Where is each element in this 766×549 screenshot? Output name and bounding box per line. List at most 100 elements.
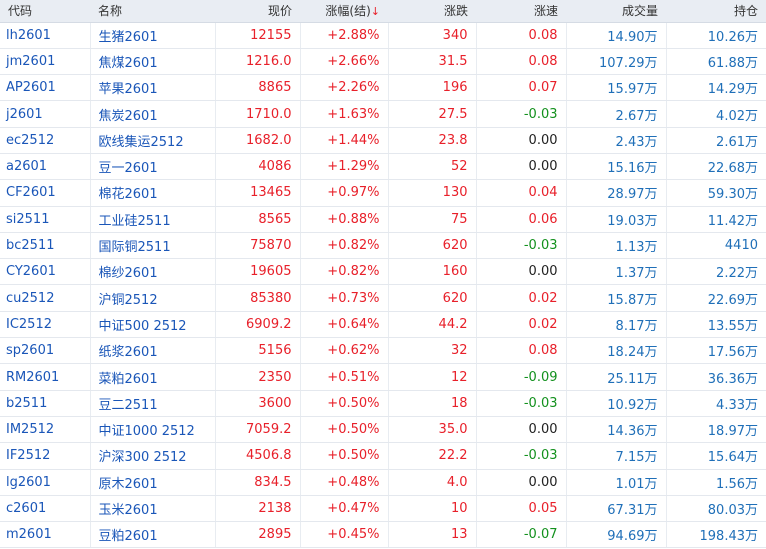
speed-cell: -0.07 (476, 521, 567, 549)
contract-name: 生猪2601 (90, 22, 216, 49)
price-cell: 19605 (215, 258, 301, 286)
contract-code: c2601 (0, 495, 91, 523)
open-interest-cell: 11.42万 (666, 206, 766, 233)
speed-cell: 0.08 (476, 337, 567, 365)
price-cell: 4506.8 (215, 442, 301, 470)
change-pct-cell: +2.26% (300, 74, 389, 102)
table-row[interactable]: m2601 豆粕2601 2895 +0.45% 13 -0.07 94.69万 198.43… (0, 521, 766, 549)
speed-cell: -0.03 (476, 232, 567, 260)
volume-cell: 7.15万 (566, 442, 667, 470)
header-open-interest[interactable]: 持仓 (666, 0, 766, 23)
table-row[interactable]: cu2512 沪铜2512 85380 +0.73% 620 0.02 15.87万 22.6… (0, 284, 766, 312)
volume-cell: 14.90万 (566, 22, 667, 49)
volume-cell: 67.31万 (566, 495, 667, 523)
price-cell: 85380 (215, 284, 301, 312)
open-interest-cell: 17.56万 (666, 337, 766, 365)
table-row[interactable]: c2601 玉米2601 2138 +0.47% 10 0.05 67.31万 80.03万 (0, 495, 766, 523)
speed-cell: 0.08 (476, 48, 567, 76)
speed-cell: 0.07 (476, 74, 567, 102)
contract-name: 焦炭2601 (90, 100, 216, 128)
table-row[interactable]: a2601 豆一2601 4086 +1.29% 52 0.00 15.16万 22.68万 (0, 153, 766, 181)
price-cell: 5156 (215, 337, 301, 365)
open-interest-cell: 15.64万 (666, 442, 766, 470)
change-cell: 620 (388, 284, 477, 312)
speed-cell: 0.00 (476, 258, 567, 286)
change-cell: 10 (388, 495, 477, 523)
change-pct-cell: +2.66% (300, 48, 389, 76)
header-change-pct[interactable]: 涨幅(结)↓ (300, 0, 388, 23)
table-row[interactable]: lh2601 生猪2601 12155 +2.88% 340 0.08 14.90万 10.2… (0, 22, 766, 49)
change-cell: 196 (388, 74, 477, 102)
header-name[interactable]: 名称 (90, 0, 215, 23)
table-row[interactable]: RM2601 菜粕2601 2350 +0.51% 12 -0.09 25.11万 36.36… (0, 363, 766, 391)
change-cell: 130 (388, 179, 477, 207)
change-pct-cell: +2.88% (300, 22, 389, 49)
speed-cell: 0.06 (476, 206, 567, 233)
table-row[interactable]: jm2601 焦煤2601 1216.0 +2.66% 31.5 0.08 107.29万 6… (0, 48, 766, 76)
contract-code: a2601 (0, 153, 91, 181)
contract-code: AP2601 (0, 74, 91, 102)
open-interest-cell: 22.68万 (666, 153, 766, 181)
table-row[interactable]: CF2601 棉花2601 13465 +0.97% 130 0.04 28.97万 59.3… (0, 179, 766, 207)
price-cell: 2895 (215, 521, 301, 549)
table-row[interactable]: IM2512 中证1000 2512 7059.2 +0.50% 35.0 0.00 14.… (0, 416, 766, 444)
table-row[interactable]: bc2511 国际铜2511 75870 +0.82% 620 -0.03 1.13万 441… (0, 232, 766, 260)
header-change[interactable]: 涨跌 (388, 0, 476, 23)
contract-code: lh2601 (0, 22, 91, 49)
speed-cell: 0.04 (476, 179, 567, 207)
table-header-row: 代码 名称 现价 涨幅(结)↓ 涨跌 涨速 成交量 持仓 (0, 0, 766, 23)
table-row[interactable]: ec2512 欧线集运2512 1682.0 +1.44% 23.8 0.00 2.43万 2… (0, 127, 766, 154)
open-interest-cell: 4.02万 (666, 100, 766, 128)
open-interest-cell: 10.26万 (666, 22, 766, 49)
open-interest-cell: 61.88万 (666, 48, 766, 76)
change-pct-cell: +1.44% (300, 127, 389, 154)
contract-code: m2601 (0, 521, 91, 549)
header-speed[interactable]: 涨速 (476, 0, 566, 23)
change-pct-cell: +0.62% (300, 337, 389, 365)
contract-code: sp2601 (0, 337, 91, 365)
contract-code: CY2601 (0, 258, 91, 286)
table-row[interactable]: IF2512 沪深300 2512 4506.8 +0.50% 22.2 -0.03 7.1… (0, 442, 766, 470)
price-cell: 1682.0 (215, 127, 301, 154)
sort-desc-icon: ↓ (370, 5, 380, 19)
price-cell: 8865 (215, 74, 301, 102)
table-row[interactable]: sp2601 纸浆2601 5156 +0.62% 32 0.08 18.24万 17.56万 (0, 337, 766, 365)
change-pct-cell: +0.47% (300, 495, 389, 523)
change-pct-cell: +0.51% (300, 363, 389, 391)
change-pct-cell: +0.50% (300, 442, 389, 470)
change-pct-cell: +1.29% (300, 153, 389, 181)
change-cell: 160 (388, 258, 477, 286)
price-cell: 834.5 (215, 469, 301, 496)
table-row[interactable]: IC2512 中证500 2512 6909.2 +0.64% 44.2 0.02 8.17… (0, 311, 766, 339)
speed-cell: -0.03 (476, 100, 567, 128)
change-cell: 27.5 (388, 100, 477, 128)
contract-name: 玉米2601 (90, 495, 216, 523)
change-pct-cell: +0.50% (300, 416, 389, 444)
table-row[interactable]: AP2601 苹果2601 8865 +2.26% 196 0.07 15.97万 14.29… (0, 74, 766, 102)
change-cell: 75 (388, 206, 477, 233)
volume-cell: 1.01万 (566, 469, 667, 496)
table-row[interactable]: b2511 豆二2511 3600 +0.50% 18 -0.03 10.92万 4.33万 (0, 390, 766, 417)
header-volume[interactable]: 成交量 (566, 0, 666, 23)
change-cell: 4.0 (388, 469, 477, 496)
change-pct-cell: +0.82% (300, 258, 389, 286)
volume-cell: 8.17万 (566, 311, 667, 339)
volume-cell: 10.92万 (566, 390, 667, 417)
speed-cell: 0.02 (476, 311, 567, 339)
speed-cell: -0.03 (476, 442, 567, 470)
header-price[interactable]: 现价 (215, 0, 300, 23)
header-code[interactable]: 代码 (0, 0, 90, 23)
open-interest-cell: 36.36万 (666, 363, 766, 391)
price-cell: 13465 (215, 179, 301, 207)
table-row[interactable]: CY2601 棉纱2601 19605 +0.82% 160 0.00 1.37万 2.22万 (0, 258, 766, 286)
change-cell: 44.2 (388, 311, 477, 339)
change-pct-cell: +0.64% (300, 311, 389, 339)
contract-name: 纸浆2601 (90, 337, 216, 365)
table-row[interactable]: lg2601 原木2601 834.5 +0.48% 4.0 0.00 1.01万 1.56万 (0, 469, 766, 496)
table-row[interactable]: si2511 工业硅2511 8565 +0.88% 75 0.06 19.03万 11.42… (0, 206, 766, 233)
table-row[interactable]: j2601 焦炭2601 1710.0 +1.63% 27.5 -0.03 2.67万 4.0… (0, 100, 766, 128)
open-interest-cell: 2.61万 (666, 127, 766, 154)
volume-cell: 15.87万 (566, 284, 667, 312)
change-pct-cell: +0.48% (300, 469, 389, 496)
open-interest-cell: 18.97万 (666, 416, 766, 444)
